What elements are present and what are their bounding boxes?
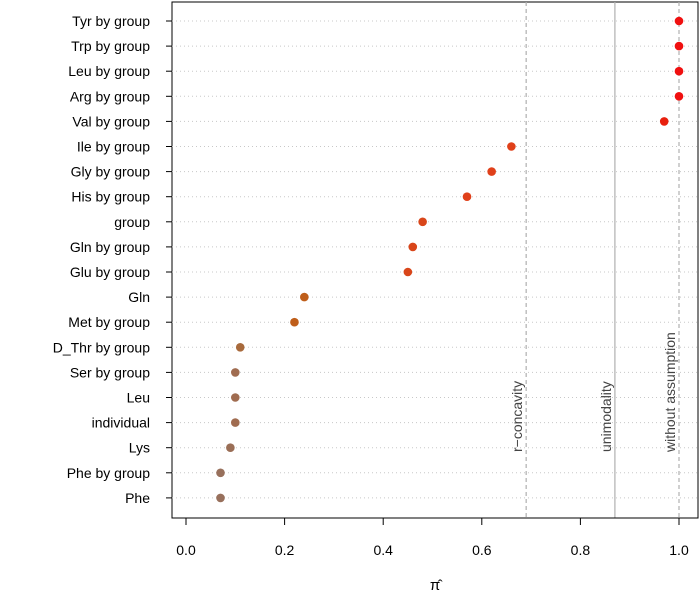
category-label: Ile by group [77,139,150,155]
data-point [674,66,684,76]
data-point [674,92,684,101]
reference-lines: r−concavity unimodality without assumption [509,2,680,518]
data-point [674,16,684,26]
data-point [290,317,299,327]
data-point [659,117,669,126]
data-point [418,217,427,227]
category-label: Gly by group [71,164,151,180]
category-label: Met by group [68,314,150,330]
x-tick-label: 0.0 [176,542,196,558]
data-point [231,393,240,402]
category-label: Lys [129,440,150,456]
data-point [231,368,240,377]
data-point [216,468,225,478]
category-label: Gln [128,289,150,305]
category-label: Phe by group [67,465,150,481]
reference-line-label: without assumption [662,332,678,453]
x-tick-label: 0.6 [472,542,492,558]
category-label: Leu by group [68,63,150,79]
data-point [235,343,245,352]
category-label: Leu [127,390,150,406]
x-axis-title: π̂ [430,577,443,594]
data-point [216,493,225,503]
category-label: group [114,214,150,230]
data-point [408,242,418,252]
data-point [231,418,240,427]
category-label: Glu by group [70,264,150,280]
category-label: His by group [71,189,150,205]
data-point [507,142,516,151]
category-label: D_Thr by group [53,339,150,355]
data-points [216,16,684,503]
reference-line-label: r−concavity [509,381,525,452]
data-point [462,192,472,201]
data-point [487,167,496,176]
category-labels: Tyr by group Trp by group Leu by group Arg … [53,13,172,506]
plot-frame [171,1,699,519]
category-label: individual [92,415,150,431]
category-label: Arg by group [70,88,150,104]
x-tick-label: 0.2 [275,542,295,558]
data-point [226,443,235,453]
grid-lines [172,20,698,499]
category-label: Ser by group [70,364,150,380]
x-tick-label: 0.4 [373,542,393,558]
data-point [300,292,309,302]
x-tick-label: 1.0 [669,542,689,558]
data-point [403,267,413,277]
reference-line-label: unimodality [598,381,614,452]
x-tick-label: 0.8 [571,542,591,558]
x-axis: 0.0 0.2 0.4 0.6 0.8 1.0 [176,517,689,558]
category-label: Tyr by group [72,13,150,29]
category-label: Val by group [72,113,150,129]
category-label: Phe [125,490,150,506]
category-label: Gln by group [70,239,150,255]
category-label: Trp by group [71,38,150,54]
data-point [674,41,684,51]
